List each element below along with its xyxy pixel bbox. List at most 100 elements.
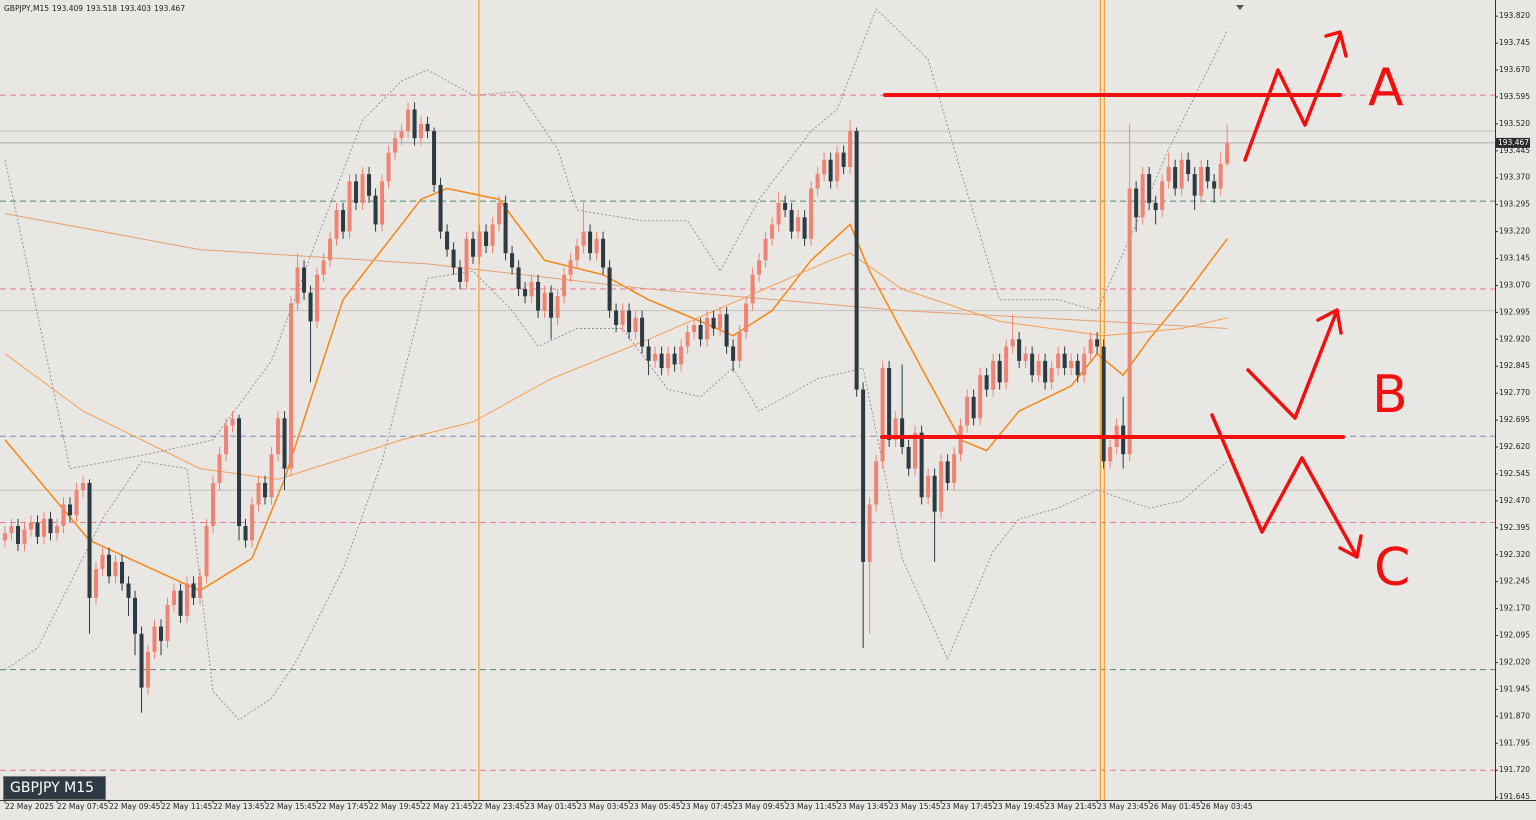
candle-body [828,159,833,182]
candle-body [1160,181,1165,211]
candle-body [744,303,749,333]
y-tick-label: 193.370 [1499,173,1530,182]
candle-body [1108,447,1113,462]
candle-body [276,418,281,455]
candle-body [1082,353,1087,376]
candle-body [28,522,34,530]
candle-body [1147,174,1152,203]
candle-body [321,260,326,275]
y-tick-label: 192.020 [1499,657,1530,666]
y-tick-label: 191.870 [1499,711,1530,720]
candle-body [1036,360,1041,376]
candle-body [302,267,307,293]
candle-body [529,281,534,297]
candle-body [1153,202,1158,211]
candle-body [1023,353,1028,361]
candle-body [952,454,957,483]
candle-body [94,569,99,598]
candle-body [1134,188,1139,218]
candle-body [1186,159,1191,175]
x-tick-label: 22 May 17:45 [317,802,369,811]
candle-body [9,526,14,534]
candle-body [204,526,209,577]
candle-body [575,245,580,261]
candle-body [393,138,398,153]
x-tick-label: 23 May 21:45 [1045,802,1097,811]
candle-body [822,159,827,175]
x-tick-label: 23 May 15:45 [889,802,941,811]
candle-body [1121,425,1126,455]
candle-body [211,482,216,527]
candle-body [1017,339,1022,361]
price-tag-bg [1496,137,1530,148]
candle-body [926,475,931,498]
x-tick-label: 23 May 01:45 [525,802,577,811]
candle-body [718,314,723,329]
candle-body [939,461,944,512]
candle-body [48,518,53,534]
annotation-a: A [1368,58,1404,118]
candle-body [367,174,372,196]
candle-body [1212,181,1217,189]
y-tick-label: 192.395 [1499,523,1530,532]
candle-body [594,238,599,254]
y-tick-label: 193.520 [1499,119,1530,128]
candle-body [308,292,313,322]
candle-body [22,529,27,544]
candle-body [614,310,619,325]
price-tag: 193.467 [1498,138,1529,147]
candle-body [1199,166,1204,196]
candle-body [516,267,521,290]
y-tick-label: 193.220 [1499,227,1530,236]
candle-body [35,522,40,537]
symbol: GBPJPY,M15 [4,4,50,13]
candle-body [666,353,671,369]
candle-body [432,131,437,185]
y-tick-label: 192.770 [1499,388,1530,397]
candle-body [1166,166,1171,182]
candle-body [880,368,885,462]
indicator-line [4,8,1228,470]
candle-body [152,626,157,652]
candle-body [802,217,807,239]
x-tick-label: 23 May 05:45 [629,802,681,811]
y-tick-label: 193.670 [1499,65,1530,74]
candle-body [133,597,138,634]
candle-body [1030,353,1035,376]
close-value: 193.467 [154,4,186,13]
candle-body [256,482,261,505]
annotation-c: C [1374,538,1410,598]
candle-body [61,504,66,527]
candle-body [464,238,469,282]
candle-body [568,260,573,275]
candle-body [705,317,710,340]
candle-body [87,482,92,598]
x-tick-label: 23 May 19:45 [993,802,1045,811]
scenario-b-arrow [1246,308,1343,420]
shift-marker [1236,5,1244,10]
candle-body [932,475,937,512]
x-tick-label: 22 May 21:45 [421,802,473,811]
y-tick-label: 192.095 [1499,631,1530,640]
candle-body [2,533,8,541]
candle-body [295,267,300,304]
candle-body [815,174,820,189]
chart-header: GBPJPY,M15 193.409 193.518 193.403 193.467 [4,4,188,13]
candle-body [217,454,222,483]
candle-body [555,296,560,318]
y-tick-label: 193.070 [1499,280,1530,289]
candle-body [67,504,73,516]
candle-body [1140,174,1145,218]
candle-body [965,396,970,426]
y-tick-label: 193.820 [1499,11,1530,20]
y-tick-label: 193.295 [1499,200,1530,209]
candle-body [588,231,593,254]
candle-body [783,202,788,211]
indicator-line [4,187,1228,592]
x-tick-label: 26 May 03:45 [1201,802,1253,811]
candle-body [1218,163,1223,189]
y-tick-label: 193.445 [1499,146,1530,155]
candle-body [698,324,703,340]
